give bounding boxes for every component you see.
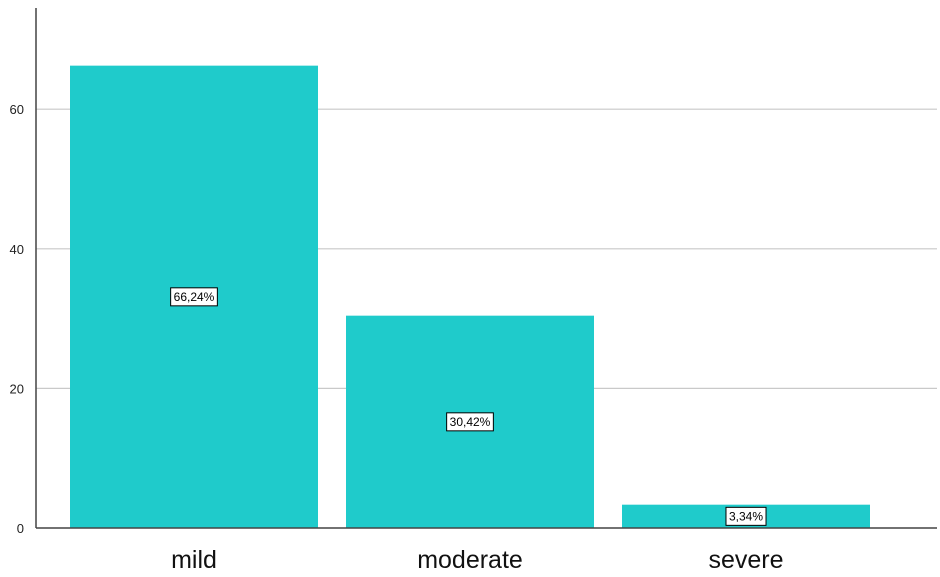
y-tick-label: 20 bbox=[10, 381, 24, 396]
data-label: 66,24% bbox=[170, 287, 218, 307]
y-tick-label: 0 bbox=[17, 521, 24, 536]
x-tick-label-moderate: moderate bbox=[417, 546, 523, 574]
x-axis-ticks: mild moderate severe bbox=[171, 546, 783, 574]
data-label: 3,34% bbox=[725, 506, 767, 526]
x-tick-label-severe: severe bbox=[708, 546, 783, 574]
data-label-text: 3,34% bbox=[729, 509, 763, 523]
data-label: 30,42% bbox=[446, 412, 494, 432]
data-label-box bbox=[170, 287, 218, 307]
y-tick-label: 40 bbox=[10, 242, 24, 257]
x-tick-label-mild: mild bbox=[171, 546, 217, 574]
data-label-box bbox=[446, 412, 494, 432]
data-label-box bbox=[725, 506, 767, 526]
y-axis-ticks: 0 20 40 60 bbox=[10, 102, 24, 536]
data-label-text: 30,42% bbox=[450, 415, 491, 429]
y-tick-label: 60 bbox=[10, 102, 24, 117]
data-label-text: 66,24% bbox=[174, 290, 215, 304]
axes bbox=[35, 8, 937, 529]
data-labels: 66,24% 30,42% 3,34% bbox=[170, 287, 767, 526]
